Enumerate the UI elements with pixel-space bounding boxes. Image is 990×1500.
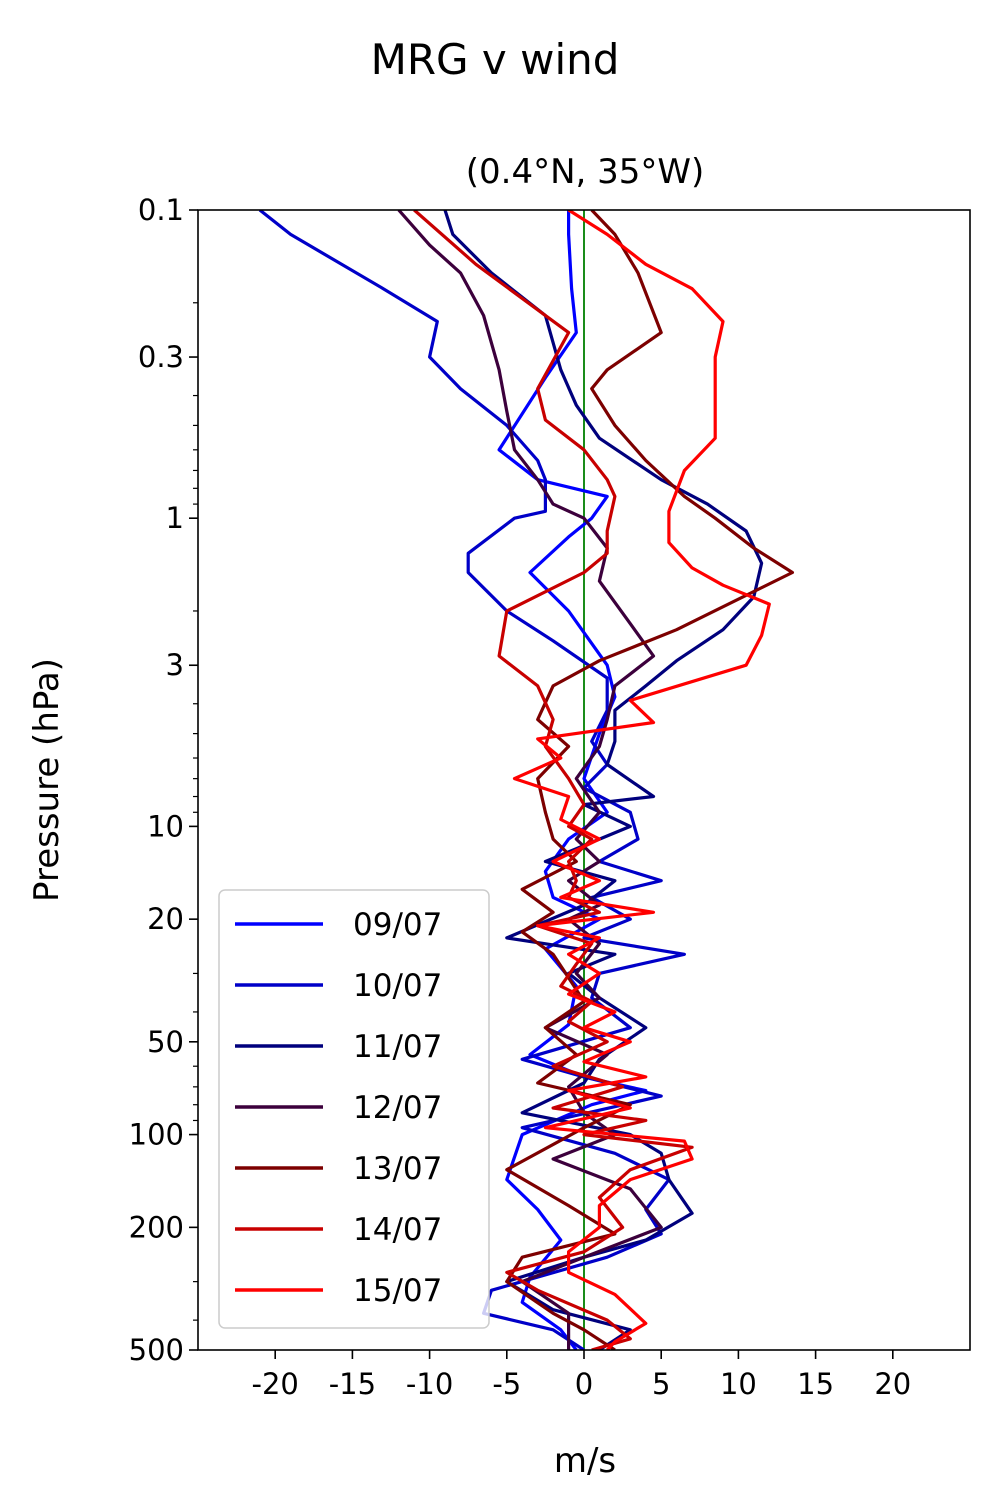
legend: 09/07 10/07 11/07 12/07 13/07 14/07 15/07 [218,889,490,1329]
x-tick-label: 15 [797,1367,834,1401]
legend-box [218,889,490,1329]
y-tick-label: 3 [166,648,184,682]
y-tick-label: 20 [147,902,184,936]
series-line-14-07 [413,210,694,1350]
y-axis-label: Pressure (hPa) [27,658,67,902]
series-line-15-07 [512,210,771,1350]
x-tick-label: 20 [874,1367,911,1401]
chart-subtitle: (0.4°N, 35°W) [466,152,705,192]
legend-label: 15/07 [353,1273,442,1309]
legend-label: 12/07 [353,1090,442,1126]
y-tick-label: 50 [147,1025,184,1059]
x-tick-label: -20 [252,1367,299,1401]
series-line-12-07 [397,210,663,1350]
plot-area: -20 -15 -10 -5 0 5 10 15 20 0.1 0.3 1 3 10 20 50 100 200 5… [129,193,971,1401]
y-tick-label: 10 [147,809,184,843]
x-axis-label: m/s [554,1441,616,1481]
legend-label: 14/07 [353,1212,442,1248]
legend-label: 10/07 [353,968,442,1004]
x-tick-label: 10 [720,1367,757,1401]
x-tick-label: -15 [329,1367,376,1401]
x-tick-label: 5 [652,1367,670,1401]
y-tick-label: 1 [166,501,184,535]
y-tick-label: 200 [129,1210,184,1244]
legend-label: 09/07 [353,907,442,943]
legend-label: 11/07 [353,1029,442,1065]
y-tick-label: 100 [129,1118,184,1152]
series-line-10-07 [258,210,686,1350]
x-tick-label: -5 [492,1367,521,1401]
y-tick-label: 0.3 [138,340,184,374]
series-lines [258,210,794,1350]
x-tick-label: -10 [406,1367,453,1401]
y-tick-label: 500 [129,1333,184,1367]
y-tick-label: 0.1 [138,193,184,227]
legend-label: 13/07 [353,1151,442,1187]
series-line-13-07 [505,210,794,1350]
x-tick-label: 0 [575,1367,593,1401]
chart-title: MRG v wind [371,35,620,84]
